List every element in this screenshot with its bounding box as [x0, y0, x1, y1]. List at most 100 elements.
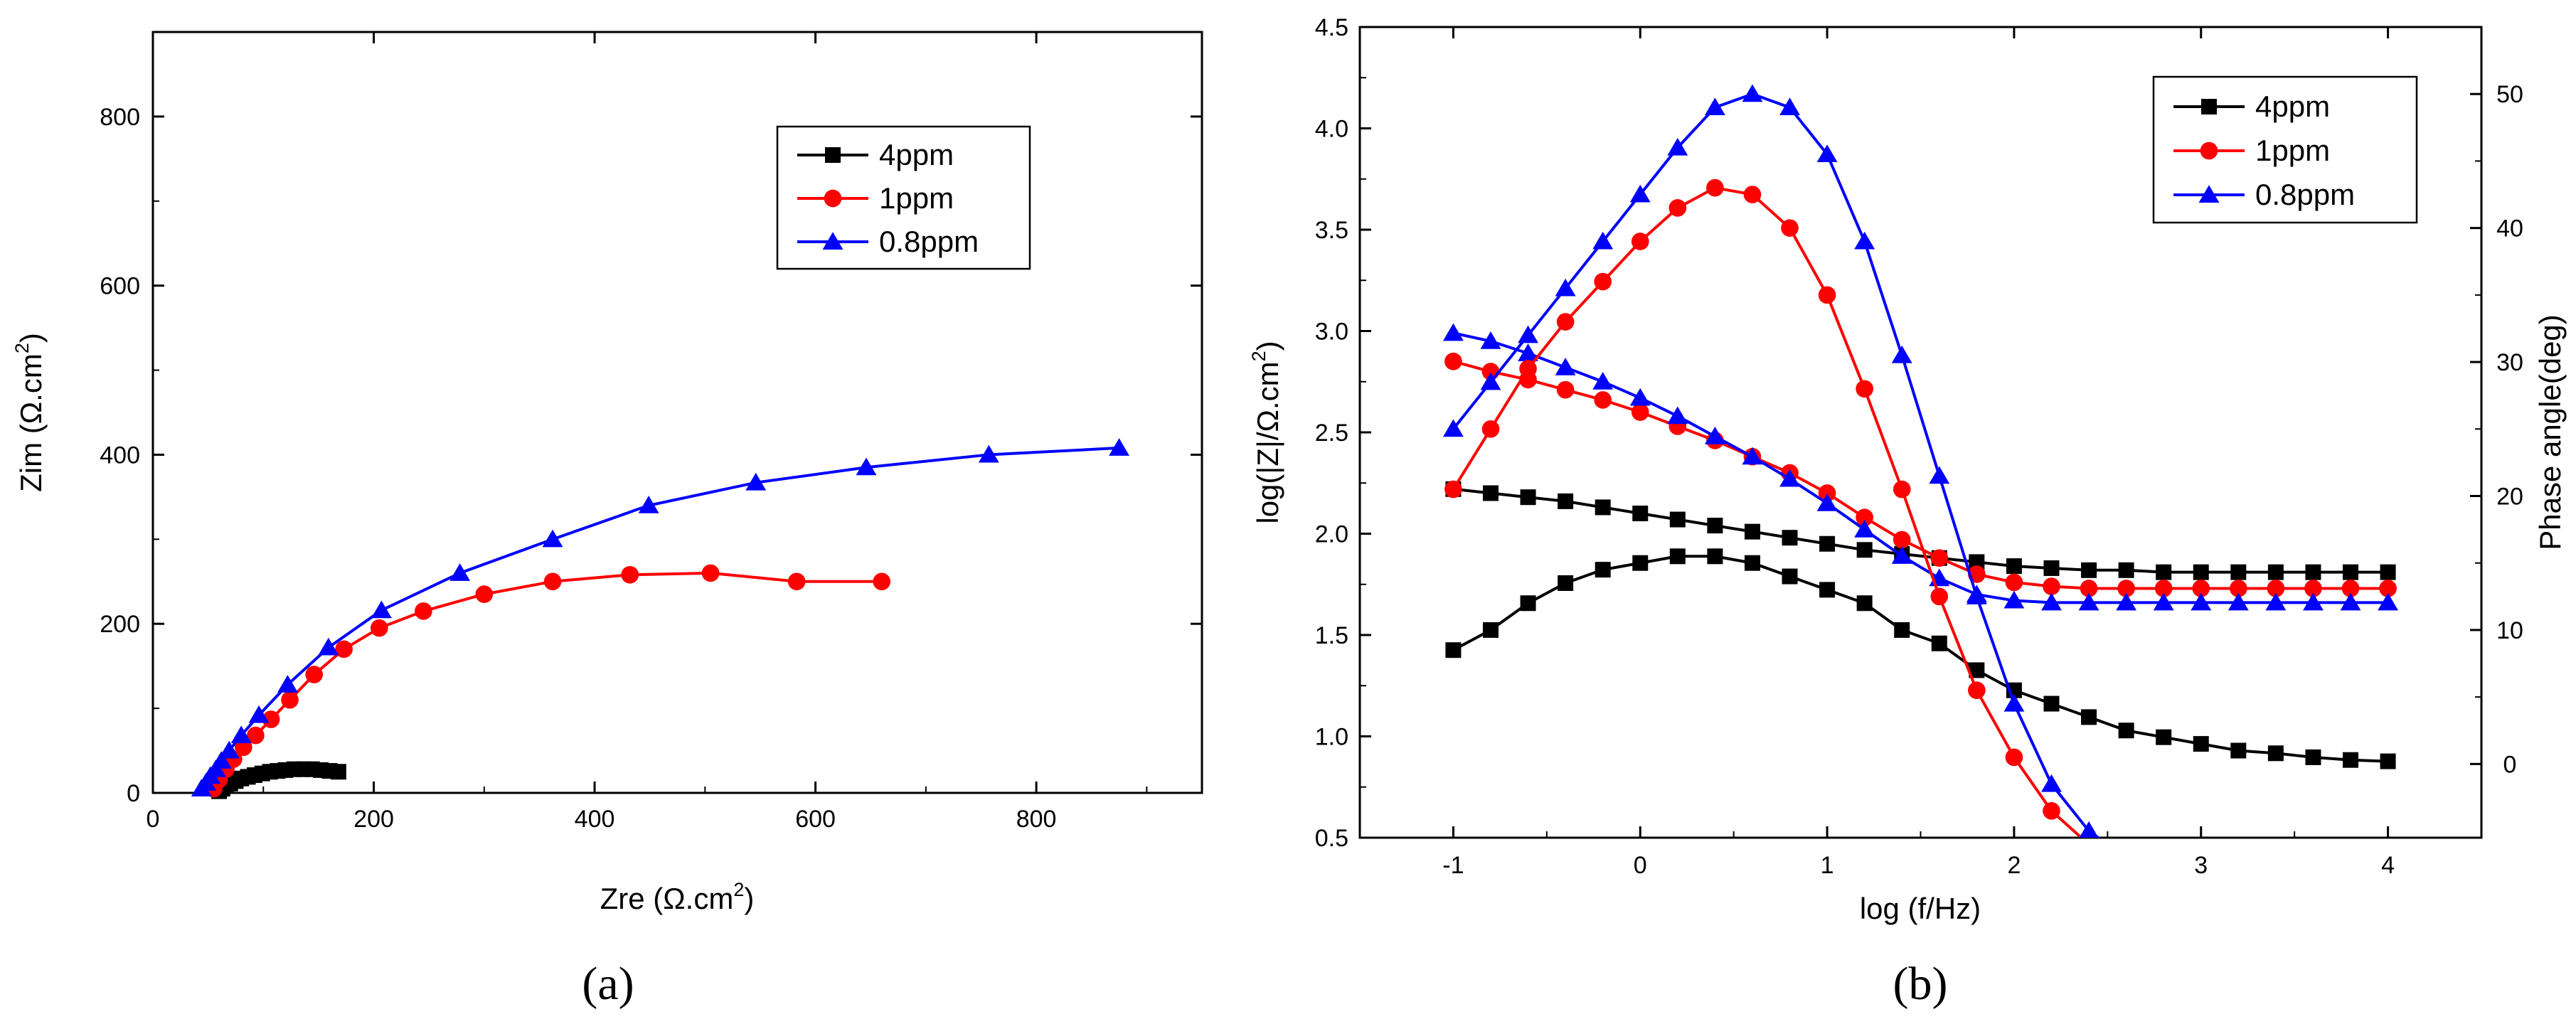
- bode-legend-label: 0.8ppm: [2255, 178, 2355, 211]
- bode-y-tick-label: 4.0: [1315, 116, 1348, 143]
- bode-modulus-point: [1631, 403, 1649, 421]
- nyquist-data-point: [543, 572, 562, 591]
- bode-modulus-point: [2379, 580, 2397, 597]
- bode-phase-point: [1595, 562, 1611, 578]
- bode-phase-point: [1782, 568, 1798, 585]
- nyquist-data-point: [978, 444, 999, 463]
- bode-modulus-point: [2006, 558, 2022, 575]
- nyquist-x-tick-label: 800: [1016, 806, 1057, 833]
- bode-phase-point: [1818, 286, 1836, 304]
- bode-phase-point: [1781, 219, 1799, 237]
- nyquist-data-point: [873, 572, 891, 591]
- bode-modulus-point: [2267, 564, 2284, 580]
- nyquist-x-tick-label: 600: [795, 806, 836, 833]
- bode-modulus-point: [1893, 530, 1911, 549]
- nyquist-x-tick-label: 200: [353, 806, 394, 833]
- bode-modulus-point: [1592, 372, 1614, 390]
- bode-phase-point: [1445, 642, 1462, 658]
- bode-y2-tick-label: 0: [2503, 751, 2517, 778]
- bode-phase-point: [2230, 742, 2247, 759]
- bode-phase-point: [2043, 801, 2060, 820]
- bode-modulus-point: [2117, 580, 2135, 597]
- bode-phase-point: [2117, 855, 2135, 873]
- nyquist-data-point: [318, 637, 339, 656]
- bode-phase-point: [2116, 848, 2136, 866]
- bode-phase-line: [1452, 92, 2101, 838]
- bode-phase-point: [1558, 575, 1574, 591]
- bode-modulus-point: [2080, 580, 2098, 597]
- bode-modulus-point: [2341, 580, 2360, 597]
- bode-phase-point: [1667, 137, 1688, 156]
- nyquist-data-point: [475, 585, 494, 603]
- bode-x-tick-label: 2: [2007, 852, 2021, 879]
- bode-modulus-line: [1452, 360, 2388, 590]
- bode-phase-point: [1893, 480, 1911, 498]
- bode-modulus-point: [2304, 580, 2322, 597]
- nyquist-plot-frame: [151, 31, 1203, 794]
- bode-modulus-line: [1453, 487, 2388, 574]
- bode-y-tick-label: 2.5: [1315, 420, 1348, 447]
- bode-xlabel: log (f/Hz): [1860, 892, 1981, 925]
- bode-modulus-point: [2267, 580, 2285, 597]
- bode-modulus-point: [2154, 580, 2173, 597]
- bode-y-tick-label: 2.0: [1315, 521, 1348, 548]
- bode-modulus-point: [1854, 520, 1875, 538]
- nyquist-x-tick-label: 0: [147, 806, 160, 833]
- bode-phase-point: [1969, 662, 1985, 678]
- nyquist-data-point: [247, 726, 265, 745]
- bode-modulus-point: [2192, 580, 2210, 597]
- bode-modulus-point: [1782, 530, 1798, 546]
- nyquist-data-point: [701, 564, 720, 582]
- bode-modulus-point: [1856, 542, 1873, 558]
- bode-y2-tick-label: 10: [2496, 617, 2523, 644]
- nyquist-series: [191, 438, 1129, 799]
- bode-y2-tick-label: 30: [2496, 349, 2523, 376]
- bode-modulus-point: [1816, 494, 1838, 511]
- bode-phase-point: [1632, 555, 1649, 571]
- bode-phase-point: [1819, 582, 1836, 598]
- bode-phase-point: [2041, 774, 2062, 792]
- bode-phase-point: [2305, 749, 2321, 765]
- bode-modulus-point: [1667, 406, 1688, 425]
- bode-modulus-point: [2228, 592, 2249, 611]
- bode-modulus-point: [2340, 592, 2361, 611]
- bode-phase-point: [2118, 722, 2134, 739]
- bode-modulus-point: [1555, 358, 1576, 375]
- bode-phase-point: [1968, 681, 1986, 700]
- bode-phase-point: [1816, 144, 1838, 163]
- bode-legend-marker: [2201, 99, 2217, 114]
- bode-phase-point: [1520, 595, 1536, 612]
- nyquist-data-point: [248, 705, 270, 723]
- bode-modulus-point: [1442, 323, 1464, 341]
- bode-phase-point: [1631, 233, 1649, 250]
- bode-x-tick-label: 0: [1634, 852, 1647, 879]
- bode-x-tick-label: -1: [1442, 852, 1464, 879]
- bode-panel: -1 0 1 2 3 4 0.5 1.0 1.5 2.0 2.5 3.0 3.5 4.0 4.5 0 10 20 3…: [1248, 14, 2567, 1010]
- nyquist-y-tick-label: 800: [100, 104, 140, 131]
- bode-modulus-point: [2378, 592, 2399, 611]
- bode-y2-tick-label: 20: [2496, 484, 2523, 511]
- bode-y2label: Phase angle(deg): [2533, 314, 2567, 550]
- bode-phase-point: [1779, 97, 1800, 116]
- nyquist-ylabel: Zim (Ω.cm2): [11, 333, 48, 492]
- bode-legend-marker: [2198, 185, 2220, 203]
- bode-y-tick-label: 4.5: [1315, 14, 1348, 41]
- nyquist-ticks: 0 200 400 600 800 0 200 400 600 800: [100, 32, 1202, 833]
- bode-modulus-point: [2005, 573, 2023, 592]
- nyquist-legend-label: 4ppm: [879, 138, 954, 171]
- bode-phase-point: [1930, 587, 1949, 606]
- bode-phase-line: [1452, 186, 2084, 838]
- bode-legend: 4ppm 1ppm 0.8ppm: [2152, 75, 2418, 224]
- bode-modulus-point: [1818, 484, 1836, 502]
- bode-modulus-point: [1629, 388, 1651, 406]
- bode-modulus-point: [1558, 493, 1574, 509]
- bode-phase-point: [2230, 882, 2247, 900]
- bode-modulus-point: [1595, 499, 1611, 516]
- bode-x-tick-label: 1: [1821, 852, 1834, 879]
- bode-phase-point: [2228, 882, 2249, 900]
- nyquist-y-tick-label: 400: [100, 442, 140, 469]
- bode-y-tick-label: 3.0: [1315, 319, 1348, 346]
- bode-ylabel: log(|Z|/Ω.cm2): [1248, 341, 1284, 523]
- bode-x-tick-label: 3: [2194, 852, 2208, 879]
